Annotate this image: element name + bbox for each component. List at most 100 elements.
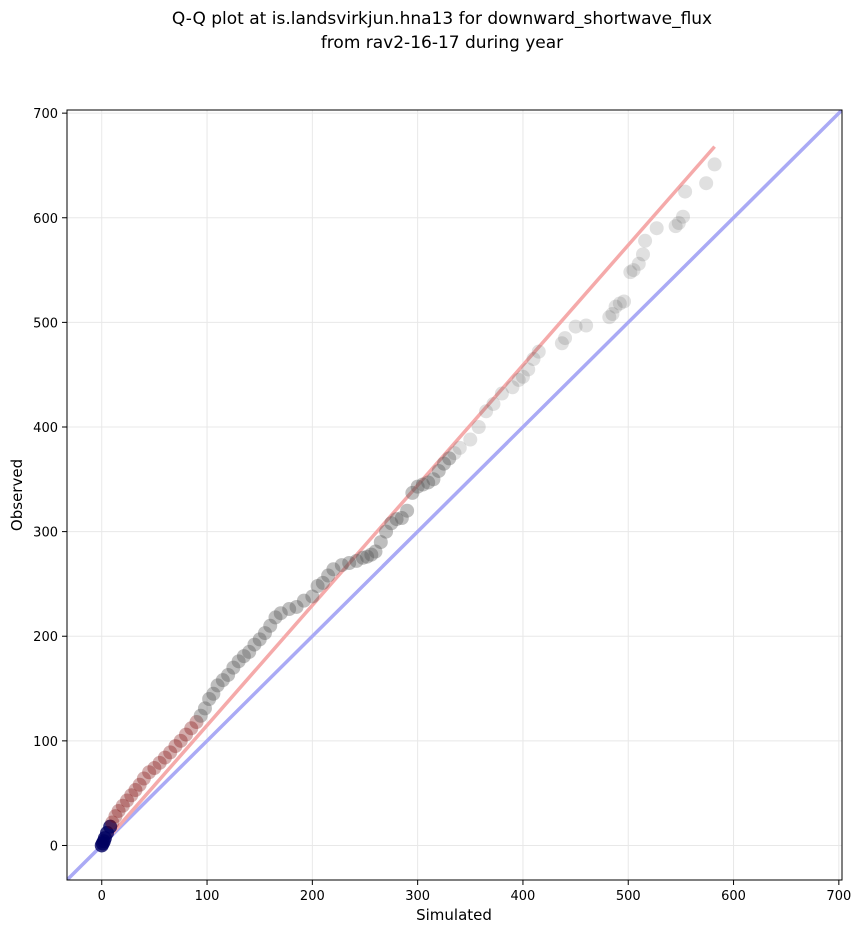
data-point xyxy=(471,419,486,434)
data-point xyxy=(257,626,272,641)
data-point xyxy=(215,673,230,688)
y-tick-label: 0 xyxy=(50,839,58,854)
y-axis-label: Observed xyxy=(8,459,26,531)
data-point xyxy=(379,524,394,539)
data-point xyxy=(355,550,370,565)
data-point xyxy=(426,472,441,487)
x-axis-label: Simulated xyxy=(416,906,492,924)
data-point xyxy=(373,535,388,550)
data-point xyxy=(389,512,404,527)
data-point xyxy=(310,579,325,594)
data-point xyxy=(282,602,297,617)
data-point xyxy=(368,544,383,559)
data-point xyxy=(173,733,188,748)
data-point xyxy=(421,475,436,490)
data-point xyxy=(360,549,375,564)
chart-title-line-1: Q-Q plot at is.landsvirkjun.hna13 for do… xyxy=(172,9,712,29)
data-point xyxy=(505,380,520,395)
data-point xyxy=(531,344,546,359)
data-point xyxy=(289,599,304,614)
data-point xyxy=(631,256,646,271)
data-point xyxy=(226,660,241,675)
axis-ticks: 0 100 200 300 400 500 600 700 0 100 200 300 400 500 60… xyxy=(33,107,851,904)
data-point xyxy=(206,686,221,701)
data-point xyxy=(108,809,123,824)
data-point xyxy=(394,511,409,526)
data-point xyxy=(452,440,467,455)
data-point xyxy=(638,233,653,248)
data-point xyxy=(511,372,526,387)
data-point xyxy=(124,788,139,803)
data-point xyxy=(568,319,583,334)
data-point xyxy=(436,456,451,471)
data-point xyxy=(252,632,267,647)
data-point xyxy=(605,307,620,322)
data-point xyxy=(132,777,147,792)
data-point xyxy=(707,157,722,172)
data-point xyxy=(184,721,199,736)
y-tick-label: 500 xyxy=(33,316,58,331)
data-point xyxy=(349,553,364,568)
data-point xyxy=(103,819,118,834)
data-point xyxy=(479,404,494,419)
data-point xyxy=(442,451,457,466)
data-point xyxy=(321,568,336,583)
x-tick-label: 400 xyxy=(511,889,536,904)
data-point xyxy=(115,798,130,813)
data-point xyxy=(554,336,569,351)
data-point xyxy=(678,184,693,199)
data-point xyxy=(326,562,341,577)
data-point xyxy=(612,296,627,311)
y-tick-label: 300 xyxy=(33,526,58,541)
data-point xyxy=(193,708,208,723)
data-point xyxy=(699,176,714,191)
reference-line-1-1 xyxy=(67,110,842,880)
data-point xyxy=(263,618,278,633)
data-point xyxy=(296,593,311,608)
data-point xyxy=(221,667,236,682)
data-point xyxy=(602,310,617,325)
data-point xyxy=(668,219,683,234)
data-point xyxy=(486,396,501,411)
data-point xyxy=(247,637,262,652)
data-point xyxy=(305,589,320,604)
chart-title-line-2: from rav2-16-17 during year xyxy=(321,33,563,53)
data-point xyxy=(273,606,288,621)
y-tick-label: 200 xyxy=(33,630,58,645)
data-point xyxy=(236,649,251,664)
data-point xyxy=(128,783,143,798)
data-point xyxy=(405,485,420,500)
reference-line-fit xyxy=(100,145,716,847)
data-point xyxy=(342,556,357,571)
data-point xyxy=(521,362,536,377)
data-point xyxy=(526,351,541,366)
x-tick-label: 300 xyxy=(405,889,430,904)
data-point xyxy=(334,558,349,573)
plot-frame xyxy=(66,109,843,881)
data-point xyxy=(163,745,178,760)
scatter-points xyxy=(94,157,722,853)
y-tick-label: 700 xyxy=(33,107,58,122)
data-point xyxy=(617,294,632,309)
data-point xyxy=(147,761,162,776)
data-point xyxy=(623,265,638,280)
data-point xyxy=(649,221,664,236)
x-tick-label: 600 xyxy=(721,889,746,904)
data-point xyxy=(579,318,594,333)
x-tick-label: 100 xyxy=(195,889,220,904)
data-point xyxy=(400,503,415,518)
data-point xyxy=(608,299,623,314)
data-point xyxy=(189,715,204,730)
data-point xyxy=(463,432,478,447)
y-tick-label: 600 xyxy=(33,212,58,227)
data-point xyxy=(671,215,686,230)
y-tick-label: 100 xyxy=(33,735,58,750)
data-point xyxy=(105,815,120,830)
data-point xyxy=(558,331,573,346)
data-point xyxy=(447,446,462,461)
x-tick-label: 700 xyxy=(826,889,851,904)
grid-lines xyxy=(67,110,842,880)
data-point xyxy=(231,654,246,669)
reference-lines xyxy=(67,110,842,880)
